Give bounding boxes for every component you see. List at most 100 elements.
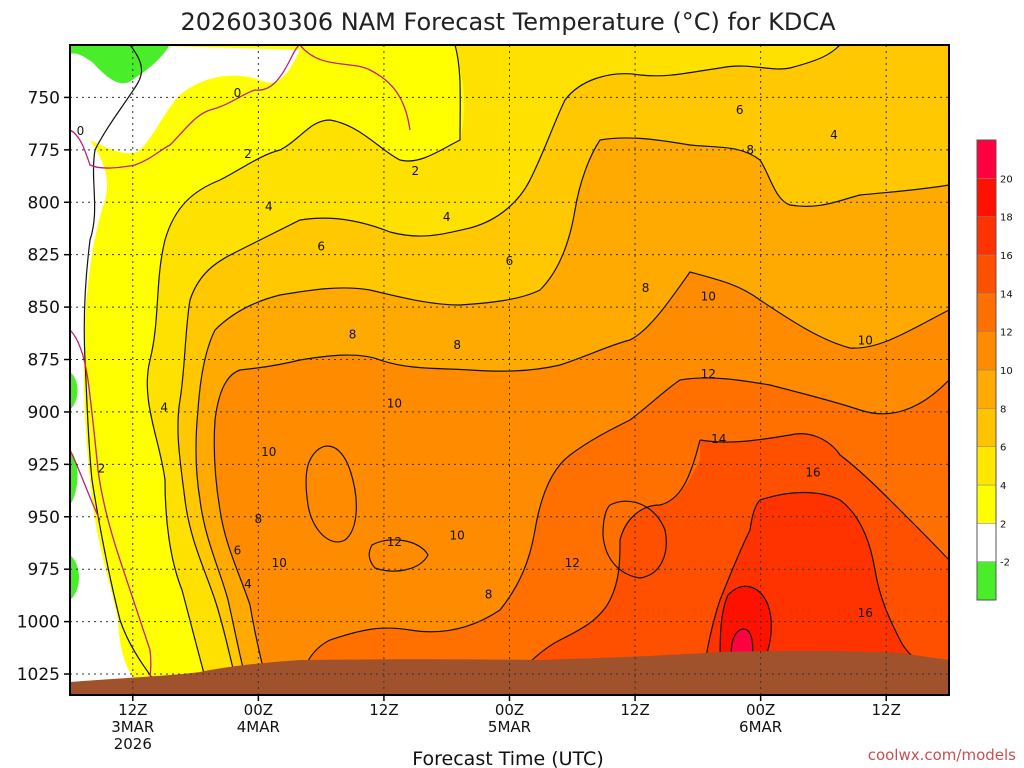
contour-labels: 0 0 2 2 2 4 4 4 4 4 6 6 6 6 8 8 8 8 8 8 10 10 10 10 10 10 12 12 12 14… [77, 86, 873, 620]
y-tick-label: 950 [28, 508, 60, 528]
contour-line-14 [499, 433, 949, 695]
contour-label: 10 [272, 556, 287, 570]
contour-label: 16 [858, 606, 873, 620]
colorbar-swatch [976, 139, 997, 179]
contour-line-12 [299, 377, 949, 695]
contour-label: 2 [412, 164, 420, 178]
colorbar-swatch [976, 178, 997, 217]
contour-label: 4 [443, 210, 451, 224]
colorbar-label: -2 [1000, 558, 1010, 569]
contour-label: 8 [485, 587, 493, 601]
colorbar-swatch [976, 331, 997, 371]
contour-label: 10 [387, 397, 402, 411]
contour-label: 6 [317, 239, 325, 253]
colorbar-label: 14 [1000, 289, 1013, 300]
y-tick-label: 900 [28, 403, 60, 423]
y-tick-label: 825 [28, 246, 60, 266]
contour-label: 8 [642, 281, 650, 295]
chart-title: 2026030306 NAM Forecast Temperature (°C)… [180, 8, 836, 36]
y-tick-label: 875 [28, 351, 60, 371]
colorbar-label: 16 [1000, 251, 1013, 262]
contour-label: 2 [244, 147, 252, 161]
contour-line-16 [699, 491, 949, 695]
y-tick-labels: 750 775 800 825 850 875 900 925 950 975 1000 1025 [17, 88, 70, 685]
contour-label: 2 [98, 462, 106, 476]
contour-line-warm-cell [305, 445, 357, 543]
contour-line-6 [177, 45, 841, 695]
colorbar-swatch [976, 293, 997, 332]
band-cold-left3 [70, 555, 79, 600]
contour-line-10 [213, 271, 949, 695]
contour-label: 6 [736, 103, 744, 117]
contour-line-warm-cell3 [602, 500, 667, 579]
x-tick-label-time: 00Z [495, 701, 524, 719]
contour-line-warm-cell2 [368, 539, 429, 572]
y-tick-label: 800 [28, 193, 60, 213]
terrain [70, 650, 949, 695]
contour-label: 8 [349, 327, 357, 341]
colorbar: -2 2 4 6 8 10 12 14 16 18 20 [976, 139, 1013, 601]
colorbar-label: 4 [1000, 481, 1006, 492]
x-tick-label-date: 6MAR [739, 718, 782, 736]
colorbar-swatch [976, 216, 997, 256]
band-cold-top [70, 45, 170, 84]
x-tick-label-time: 12Z [369, 701, 398, 719]
colorbar-label: 8 [1000, 404, 1006, 415]
colorbar-label: 18 [1000, 213, 1013, 224]
plot-area: 0 0 2 2 2 4 4 4 4 4 6 6 6 6 8 8 8 8 8 8 10 10 10 10 10 10 12 12 12 14… [70, 45, 949, 695]
colorbar-swatch [976, 561, 997, 601]
contour-label: 8 [453, 338, 461, 352]
colorbar-swatch [976, 254, 997, 294]
contour-label: 10 [858, 334, 873, 348]
y-tick-label: 775 [28, 141, 60, 161]
contour-label: 0 [77, 124, 85, 138]
contour-label: 12 [565, 556, 580, 570]
y-tick-label: 850 [28, 298, 60, 318]
band-cold-left1 [70, 372, 78, 410]
colorbar-label: 6 [1000, 443, 1006, 454]
y-tick-label: 1000 [17, 613, 60, 633]
contour-line-8 [195, 137, 949, 695]
freezing-line-2 [299, 45, 411, 131]
colorbar-swatch [976, 523, 997, 562]
colorbar-label: 2 [1000, 519, 1006, 530]
contour-label: 6 [506, 254, 514, 268]
contour-line-2 [83, 45, 166, 695]
x-axis-label: Forecast Time (UTC) [412, 748, 603, 768]
contour-label: 10 [701, 290, 716, 304]
x-tick-label-date: 5MAR [488, 718, 531, 736]
colorbar-swatch [976, 484, 997, 524]
colorbar-label: 10 [1000, 366, 1013, 377]
contour-line-4 [146, 45, 461, 695]
contour-label: 4 [244, 577, 252, 591]
freezing-line-1 [70, 45, 301, 169]
contour-label: 12 [701, 367, 716, 381]
x-tick-label-time: 12Z [872, 701, 901, 719]
colorbar-frame [976, 139, 997, 601]
credit-link[interactable]: coolwx.com/models [868, 746, 1016, 764]
freezing-line-3 [70, 329, 152, 695]
colorbar-label: 20 [1000, 174, 1013, 185]
x-tick-label-time: 00Z [746, 701, 775, 719]
freezing-line-4 [70, 449, 101, 521]
contour-label: 8 [255, 512, 263, 526]
contour-label: 10 [261, 445, 276, 459]
x-tick-label-time: 12Z [620, 701, 649, 719]
colorbar-swatch [976, 369, 997, 409]
y-tick-label: 1025 [17, 665, 60, 685]
contour-label: 12 [387, 535, 402, 549]
y-tick-label: 975 [28, 560, 60, 580]
x-tick-label-date: 3MAR [111, 718, 154, 736]
contour-label: 8 [746, 143, 754, 157]
contour-label: 14 [711, 432, 726, 446]
contour-label: 6 [234, 543, 242, 557]
x-tick-label-year: 2026 [114, 735, 152, 753]
x-tick-label-time: 12Z [118, 701, 147, 719]
contour-label: 10 [450, 529, 465, 543]
colorbar-swatch [976, 408, 997, 447]
y-tick-label: 925 [28, 455, 60, 475]
x-tick-label-date: 4MAR [237, 718, 280, 736]
contour-line-18 [719, 585, 772, 666]
contour-label: 0 [234, 86, 242, 100]
